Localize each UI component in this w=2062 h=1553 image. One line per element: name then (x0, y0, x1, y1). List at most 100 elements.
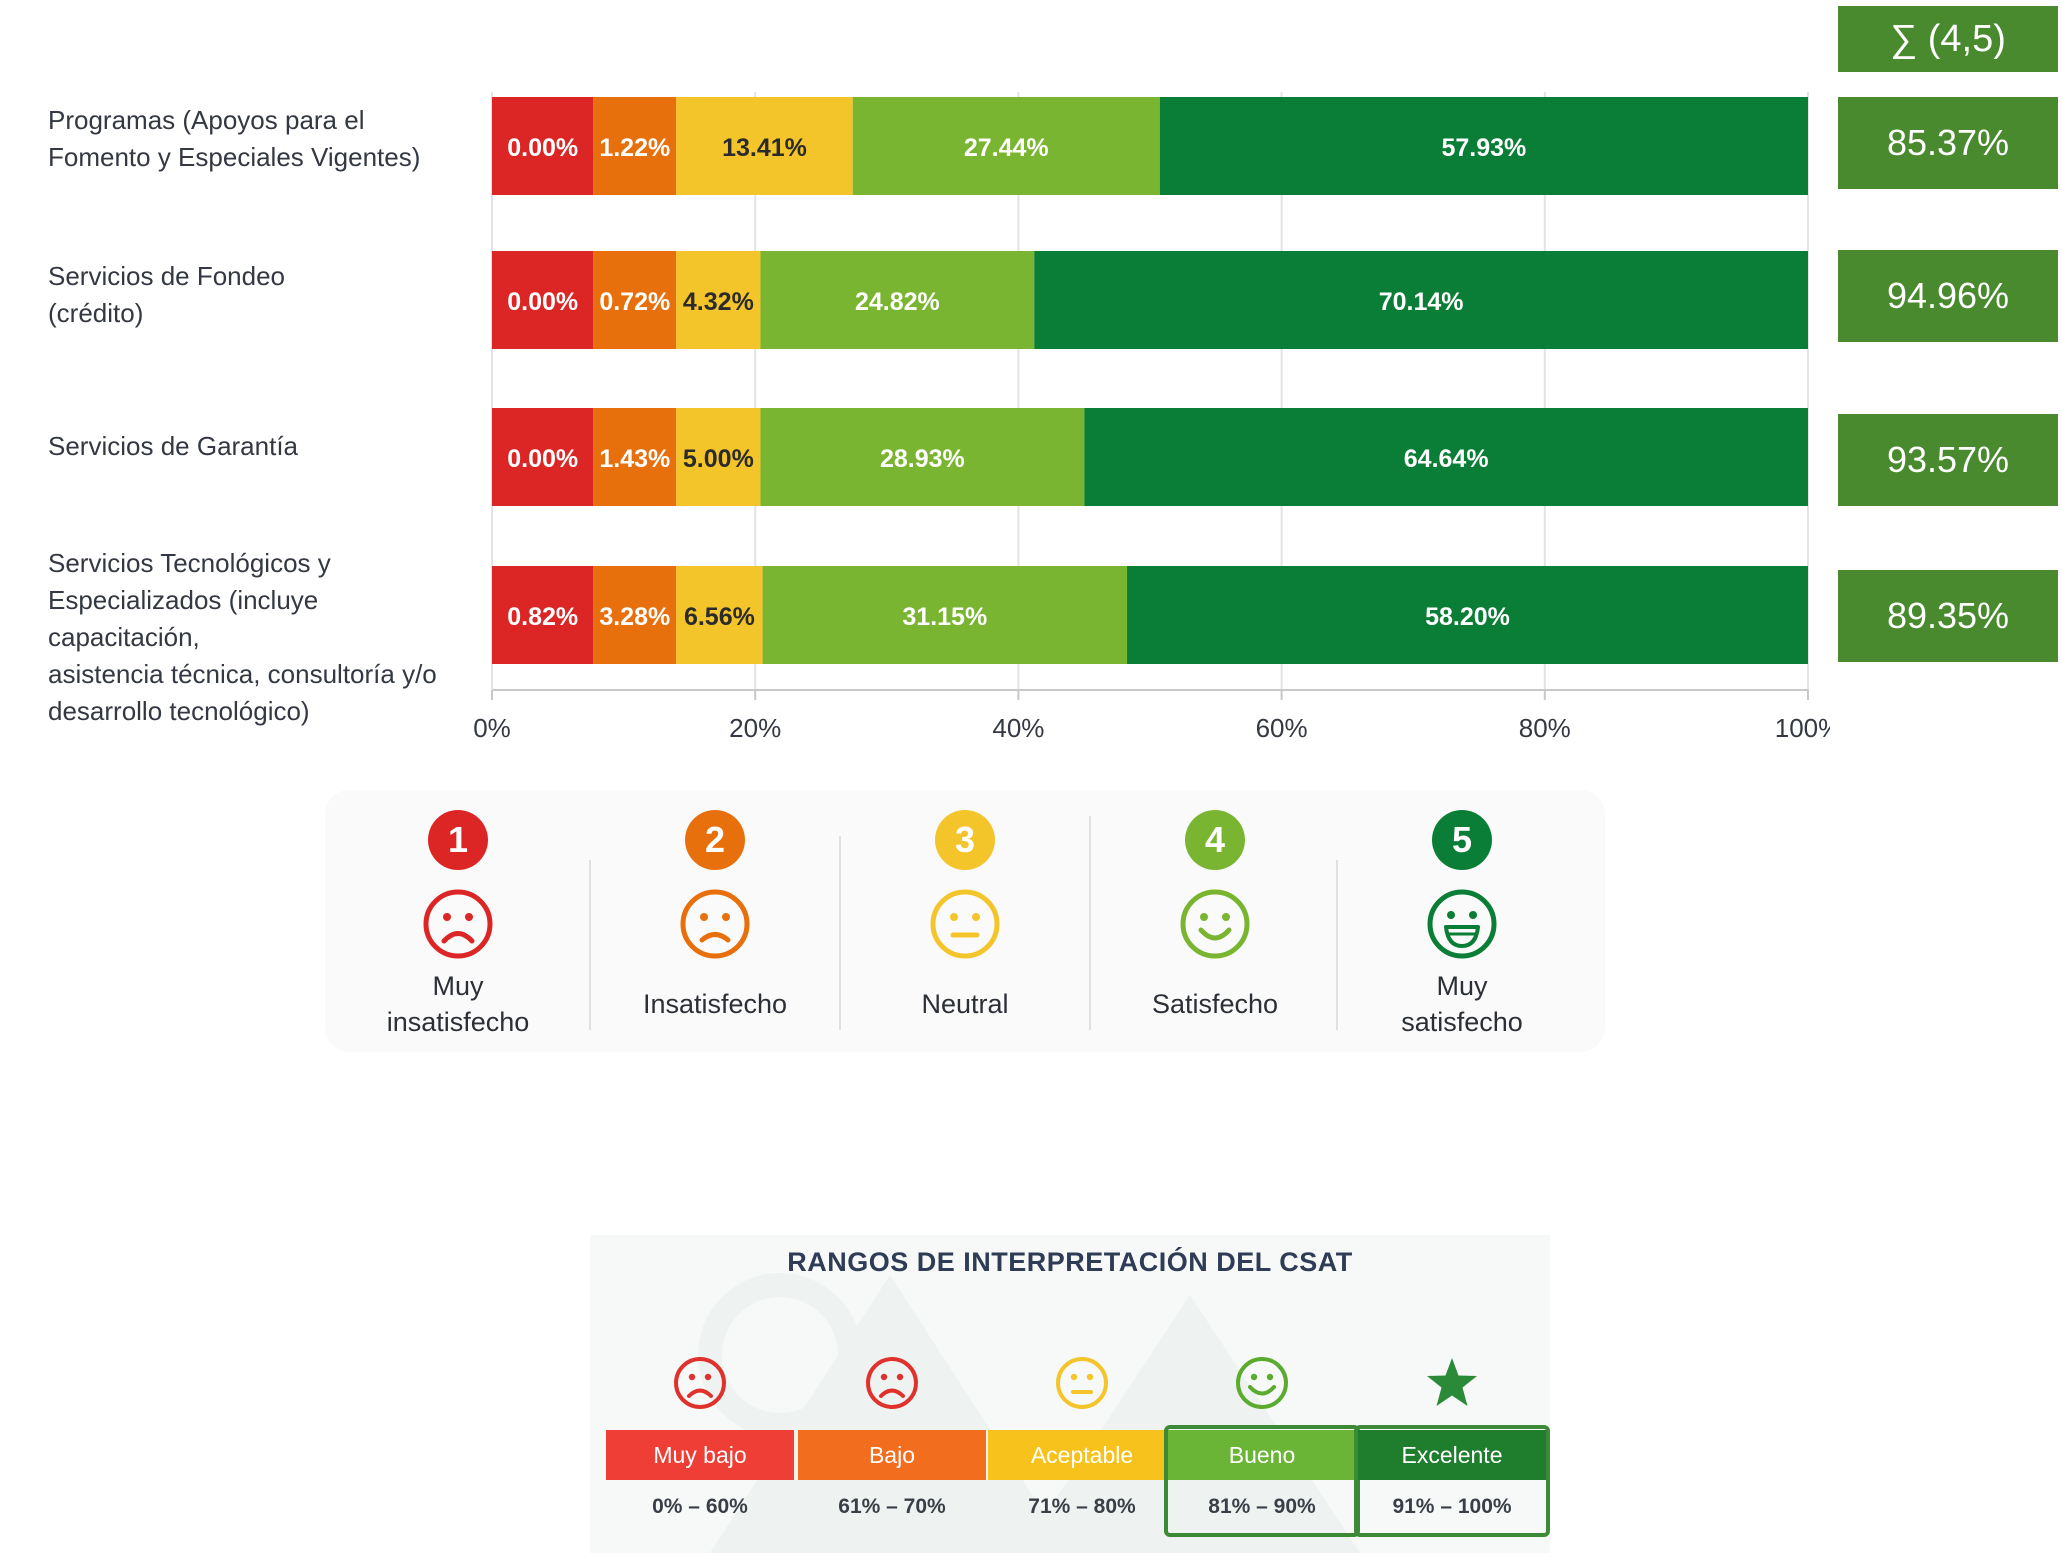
bar-segment (676, 251, 761, 349)
data-label: 1.22% (599, 134, 670, 162)
sad-face-icon (680, 889, 750, 959)
bar-segment (492, 566, 594, 664)
data-label: 57.93% (1441, 134, 1526, 162)
sad-face-icon (866, 1357, 918, 1409)
bar-segment (593, 408, 677, 506)
data-label: 5.00% (683, 445, 754, 473)
bar-segment (593, 566, 677, 664)
data-label: 24.82% (855, 288, 940, 316)
data-label: 0.82% (507, 603, 578, 631)
row-label-fondeo: Servicios de Fondeo (crédito) (48, 261, 286, 328)
x-tick-label: 80% (1519, 713, 1571, 743)
sum-header: ∑ (4,5) (1838, 6, 2058, 72)
legend-label: Satisfecho (1151, 989, 1279, 1019)
stacked-bar-chart: 0% 20% 40% 60% 80% 100% 0.00% 1.22% 13.41% 27.44%… (473, 92, 1830, 743)
legend-number-badge: 3 (935, 810, 995, 870)
x-tick-label: 0% (473, 713, 511, 743)
legend-divider (589, 860, 591, 1030)
csat-ranges: RANGOS DE INTERPRETACIÓN DEL CSAT Muy ba… (590, 1235, 1550, 1553)
bar-segment (593, 251, 677, 349)
data-label: 6.56% (684, 603, 755, 631)
data-label: 0.00% (507, 134, 578, 162)
csat-highlight-outline (1164, 1425, 1360, 1537)
bar-segment (760, 251, 1035, 349)
csat-range-text: 0% – 60% (652, 1495, 748, 1518)
legend-label: Neutral (921, 989, 1009, 1019)
data-label: 13.41% (722, 134, 807, 162)
x-tick-label: 20% (729, 713, 781, 743)
row-label-programas: Programas (Apoyos para el Fomento y Espe… (48, 105, 421, 172)
legend-number-badge: 4 (1185, 810, 1245, 870)
bar-segment (1034, 251, 1808, 349)
data-label: 58.20% (1425, 603, 1510, 631)
data-label: 1.43% (599, 445, 670, 473)
bar-segment (1084, 408, 1808, 506)
bar-segment (852, 97, 1160, 195)
data-label: 28.93% (880, 445, 965, 473)
csat-range-text: 81% – 90% (1208, 1495, 1316, 1518)
bar-segment (676, 97, 853, 195)
legend-divider (1089, 816, 1091, 1030)
legend-number-badge: 2 (685, 810, 745, 870)
data-label: 31.15% (902, 603, 987, 631)
neutral-face-icon (1056, 1357, 1108, 1409)
bar-segment (492, 97, 594, 195)
legend-label: Muy insatisfecho (386, 971, 530, 1037)
legend-item-1: 1 Muy insatisfecho (338, 790, 578, 1052)
x-tick-label: 60% (1256, 713, 1308, 743)
csat-range-text: 91% – 100% (1392, 1495, 1512, 1518)
row-label-garantia: Servicios de Garantía (48, 431, 299, 461)
legend-item-4: 4 Satisfecho (1095, 790, 1335, 1052)
legend-number-badge: 5 (1432, 810, 1492, 870)
legend-item-5: 5 Muy satisfecho (1342, 790, 1582, 1052)
data-label: 4.32% (683, 288, 754, 316)
bar-segment (1159, 97, 1808, 195)
legend-item-3: 3 Neutral (845, 790, 1085, 1052)
bar-segment (676, 566, 763, 664)
csat-bar: Bajo (798, 1430, 986, 1480)
legend-divider (1336, 860, 1338, 1030)
star-icon (1427, 1358, 1477, 1406)
big-smile-face-icon (1427, 889, 1497, 959)
bar-segment (1127, 566, 1808, 664)
sad-face-icon (674, 1357, 726, 1409)
csat-bar: Bueno (1168, 1430, 1356, 1480)
csat-bar: Aceptable (988, 1430, 1176, 1480)
sum-value: 93.57% (1838, 414, 2058, 506)
data-label: 0.72% (599, 288, 670, 316)
csat-bar: Muy bajo (606, 1430, 794, 1480)
smile-face-icon (1180, 889, 1250, 959)
sum-value: 94.96% (1838, 250, 2058, 342)
data-label: 0.00% (507, 445, 578, 473)
data-label: 3.28% (599, 603, 670, 631)
csat-title: RANGOS DE INTERPRETACIÓN DEL CSAT (787, 1247, 1353, 1277)
rating-legend: 1 Muy insatisfecho 2 Insatisfecho 3 Neut… (325, 790, 1605, 1052)
data-label: 0.00% (507, 288, 578, 316)
csat-highlight-outline (1354, 1425, 1550, 1537)
legend-item-2: 2 Insatisfecho (595, 790, 835, 1052)
bar-segment (593, 97, 677, 195)
bar-segment (676, 408, 761, 506)
legend-label: Muy satisfecho (1401, 971, 1523, 1037)
x-tick-label: 40% (992, 713, 1044, 743)
data-label: 27.44% (964, 134, 1049, 162)
bar-segment (492, 251, 594, 349)
csat-range-text: 71% – 80% (1028, 1495, 1136, 1518)
sum-value: 89.35% (1838, 570, 2058, 662)
bar-segment (762, 566, 1128, 664)
neutral-face-icon (930, 889, 1000, 959)
very-sad-face-icon (423, 889, 493, 959)
bar-segment (492, 408, 594, 506)
data-label: 64.64% (1404, 445, 1489, 473)
csat-bar: Excelente (1358, 1430, 1546, 1480)
legend-divider (839, 836, 841, 1030)
row-label-tecnologicos: Servicios Tecnológicos y Especializados … (48, 548, 437, 726)
legend-label: Insatisfecho (642, 989, 788, 1019)
bar-segment (760, 408, 1085, 506)
data-label: 70.14% (1379, 288, 1464, 316)
smile-face-icon (1236, 1357, 1288, 1409)
csat-range-text: 61% – 70% (838, 1495, 946, 1518)
x-tick-label: 100% (1775, 713, 1830, 743)
watermark-logo (590, 1235, 1550, 1553)
legend-number-badge: 1 (428, 810, 488, 870)
